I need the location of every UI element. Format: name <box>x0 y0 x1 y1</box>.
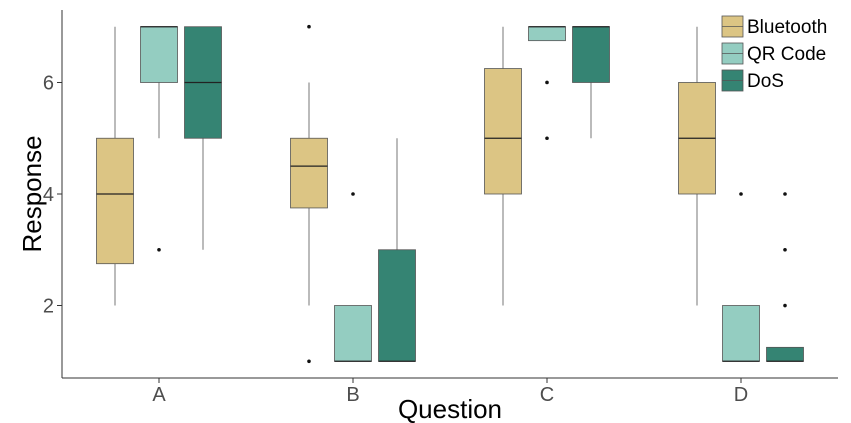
series-dos <box>184 26 804 362</box>
legend: Bluetooth QR Code DoS <box>721 15 827 92</box>
box-iqr <box>378 249 416 362</box>
series-bluetooth <box>96 24 716 364</box>
box-c <box>484 26 522 306</box>
box-a <box>184 26 222 250</box>
x-tick-label: C <box>540 384 554 406</box>
outlier-point <box>545 136 549 141</box>
outlier-point <box>307 24 311 29</box>
legend-label: DoS <box>747 71 784 92</box>
y-tick-label: 2 <box>43 296 54 318</box>
y-axis-title: Response <box>17 135 47 252</box>
box-c <box>572 26 610 139</box>
outlier-point <box>783 247 787 252</box>
box-b <box>334 192 372 362</box>
x-tick-label: D <box>734 384 748 406</box>
outlier-point <box>545 80 549 85</box>
x-tick-label: A <box>152 384 166 406</box>
outlier-point <box>157 247 161 252</box>
outlier-point <box>739 192 743 196</box>
x-axis-title: Question <box>398 394 502 423</box>
y-tick-label: 4 <box>43 184 54 206</box>
box-b <box>290 24 328 364</box>
legend-item: Bluetooth <box>721 15 827 38</box>
box-d <box>766 192 804 362</box>
box-iqr <box>484 68 522 195</box>
box-iqr <box>528 26 566 42</box>
axes <box>61 10 838 379</box>
outlier-point <box>783 192 787 196</box>
legend-label: QR Code <box>747 44 826 65</box>
x-ticks: A B C D <box>152 378 748 406</box>
box-iqr <box>140 26 178 83</box>
outlier-point <box>351 192 355 196</box>
box-a <box>140 26 178 252</box>
series-qr-code <box>140 26 760 362</box>
box-d <box>722 192 760 362</box>
y-ticks: 2 4 6 <box>43 72 62 318</box>
outlier-point <box>783 303 787 308</box>
box-iqr <box>290 137 328 209</box>
legend-item: DoS <box>721 69 784 92</box>
y-tick-label: 6 <box>43 72 54 94</box>
box-c <box>528 26 566 141</box>
x-tick-label: B <box>346 384 359 406</box>
box-b <box>378 138 416 362</box>
box-iqr <box>334 305 372 362</box>
box-iqr <box>572 26 610 83</box>
box-iqr <box>722 305 760 362</box>
legend-label: Bluetooth <box>747 17 827 38</box>
outlier-point <box>307 359 311 364</box>
box-a <box>96 26 134 306</box>
box-iqr <box>766 346 804 362</box>
legend-item: QR Code <box>721 42 826 65</box>
box-iqr <box>96 137 134 265</box>
box-d <box>678 26 716 306</box>
plot-area <box>96 24 804 364</box>
